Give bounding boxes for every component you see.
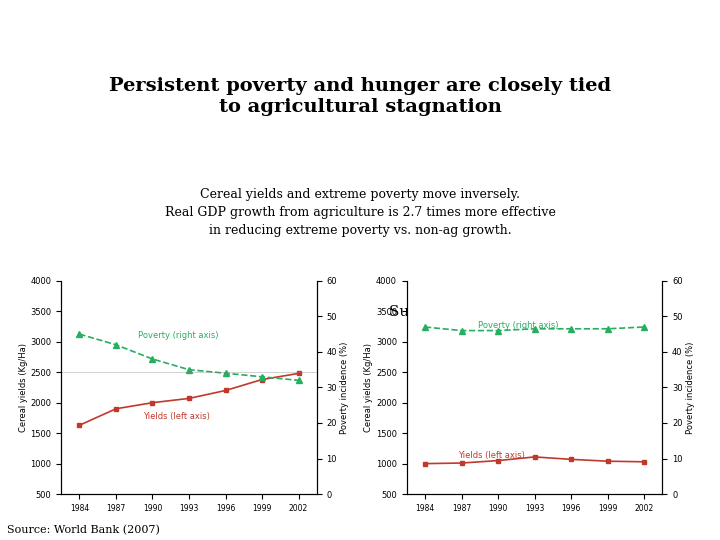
Text: Poverty (right axis): Poverty (right axis) xyxy=(138,332,218,340)
Text: South Asian progress: South Asian progress xyxy=(72,305,238,319)
Text: Sub-Saharan African stasis: Sub-Saharan African stasis xyxy=(389,305,598,319)
Y-axis label: Cereal yields (Kg/Ha): Cereal yields (Kg/Ha) xyxy=(19,343,27,432)
Text: Humanitarian Impacts: Humanitarian Impacts xyxy=(325,23,626,47)
Y-axis label: Poverty incidence (%): Poverty incidence (%) xyxy=(340,341,349,434)
Text: Cornell University: Cornell University xyxy=(79,28,209,42)
Y-axis label: Cereal yields (Kg/Ha): Cereal yields (Kg/Ha) xyxy=(364,343,373,432)
Y-axis label: Poverty incidence (%): Poverty incidence (%) xyxy=(685,341,695,434)
Text: Yields (left axis): Yields (left axis) xyxy=(458,451,525,460)
Text: Yields (left axis): Yields (left axis) xyxy=(143,413,210,421)
Text: Poverty (right axis): Poverty (right axis) xyxy=(478,321,559,330)
Text: Persistent poverty and hunger are closely tied
to agricultural stagnation: Persistent poverty and hunger are closel… xyxy=(109,77,611,116)
Text: Source: World Bank (2007): Source: World Bank (2007) xyxy=(7,525,160,535)
Text: Cereal yields and extreme poverty move inversely.
Real GDP growth from agricultu: Cereal yields and extreme poverty move i… xyxy=(165,187,555,237)
